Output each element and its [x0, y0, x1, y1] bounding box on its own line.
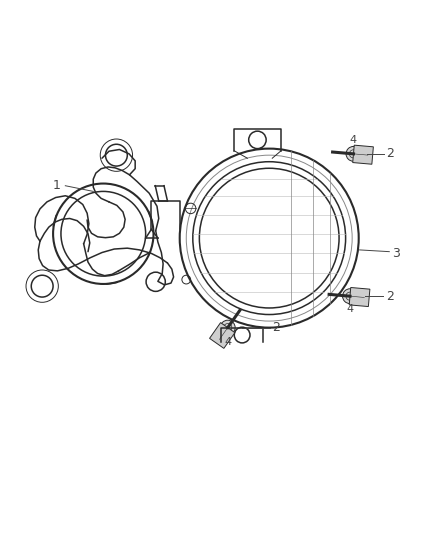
- Text: 2: 2: [272, 321, 280, 334]
- Polygon shape: [349, 287, 370, 306]
- Text: 4: 4: [224, 337, 231, 346]
- Circle shape: [346, 147, 361, 161]
- Text: 2: 2: [386, 147, 394, 160]
- Text: 3: 3: [392, 247, 400, 260]
- Circle shape: [343, 289, 357, 304]
- Text: 4: 4: [346, 304, 353, 314]
- Text: 4: 4: [350, 135, 357, 145]
- Polygon shape: [353, 145, 373, 164]
- Text: 1: 1: [53, 179, 60, 192]
- Text: 2: 2: [386, 290, 394, 303]
- Circle shape: [220, 320, 235, 335]
- Polygon shape: [209, 322, 235, 349]
